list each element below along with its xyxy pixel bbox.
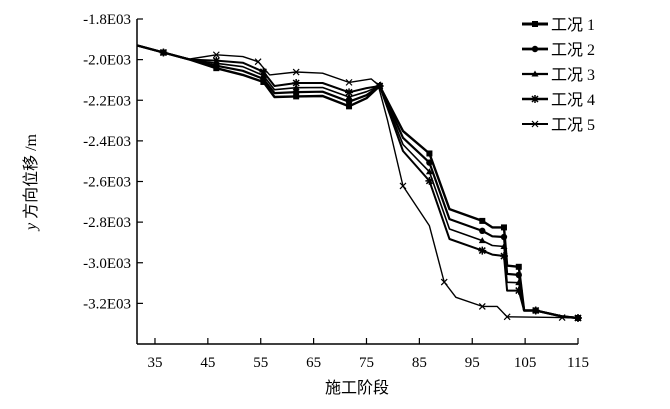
data-point xyxy=(499,252,508,261)
data-point xyxy=(293,93,300,100)
data-point xyxy=(259,67,268,76)
data-point xyxy=(500,233,508,241)
legend-label: 工况 2 xyxy=(551,42,595,59)
data-point xyxy=(292,88,300,96)
series-line xyxy=(136,44,579,319)
y-tick-label: -3.0E03 xyxy=(83,256,131,272)
legend-marker xyxy=(532,21,538,27)
x-tick-label: 35 xyxy=(147,355,162,371)
axes: 35 45 55 65 75 85 95 105 115 -1.8E03 -2.0E03 -2.2E0… xyxy=(83,12,589,371)
legend-item: 工况 5 xyxy=(522,117,595,134)
data-point xyxy=(515,263,522,270)
data-point xyxy=(425,168,433,175)
legend-marker xyxy=(531,120,539,128)
data-point xyxy=(292,84,300,91)
series-line xyxy=(136,44,579,320)
data-point xyxy=(478,302,486,310)
legend-item: 工况 4 xyxy=(522,92,595,109)
data-point xyxy=(479,217,486,224)
data-point xyxy=(345,93,353,100)
legend-label: 工况 1 xyxy=(551,17,595,34)
legend-marker xyxy=(531,95,539,103)
y-tick-label: -2.6E03 xyxy=(83,175,131,191)
data-point xyxy=(478,246,487,255)
y-tick-label: -3.2E03 xyxy=(83,296,131,312)
data-point xyxy=(292,68,300,76)
legend-label: 工况 3 xyxy=(551,67,595,84)
legend-item: 工况 2 xyxy=(522,42,595,59)
data-point xyxy=(399,182,407,190)
legend-label: 工况 4 xyxy=(551,92,595,109)
series-1 xyxy=(136,44,581,321)
series-4 xyxy=(136,44,582,322)
data-point xyxy=(440,278,448,286)
legend-item: 工况 3 xyxy=(522,67,595,84)
data-point xyxy=(160,49,167,56)
x-tick-label: 75 xyxy=(359,355,374,371)
data-point xyxy=(515,279,523,286)
series-line xyxy=(136,44,579,319)
data-point xyxy=(426,150,433,157)
plot-area xyxy=(136,44,582,322)
data-point xyxy=(514,286,523,295)
x-tick-label: 115 xyxy=(567,355,589,371)
data-point xyxy=(292,78,301,87)
data-point xyxy=(426,159,433,166)
data-point xyxy=(515,271,522,279)
data-point xyxy=(478,237,486,244)
x-tick-label: 65 xyxy=(306,355,321,371)
data-point xyxy=(254,58,262,66)
data-point xyxy=(531,306,540,315)
y-tick-label: -1.8E03 xyxy=(83,12,131,28)
data-point xyxy=(574,314,582,322)
y-axis-label-var: y xyxy=(23,222,40,232)
data-point xyxy=(500,243,508,249)
data-point xyxy=(345,88,354,97)
series-line xyxy=(136,44,579,320)
series-line xyxy=(136,44,579,319)
data-point xyxy=(212,51,220,59)
data-point xyxy=(212,56,221,65)
series-5 xyxy=(136,44,582,322)
data-point xyxy=(374,81,382,89)
data-point xyxy=(346,103,353,110)
y-axis-label: y 方向位移 /m xyxy=(22,133,40,232)
x-tick-label: 45 xyxy=(200,355,215,371)
data-point xyxy=(425,176,434,185)
y-tick-label: -2.4E03 xyxy=(83,134,131,150)
legend-label: 工况 5 xyxy=(551,117,595,134)
y-tick-label: -2.0E03 xyxy=(83,53,131,69)
x-axis-label: 施工阶段 xyxy=(325,379,389,397)
data-point xyxy=(479,227,486,235)
legend-marker xyxy=(531,45,539,53)
series-3 xyxy=(136,44,582,321)
x-tick-label: 85 xyxy=(412,355,427,371)
data-point xyxy=(503,313,511,321)
y-axis-label-text: 方向位移 /m xyxy=(22,133,40,222)
data-point xyxy=(558,314,566,322)
series-2 xyxy=(136,44,582,322)
data-point xyxy=(345,78,353,86)
legend-marker xyxy=(531,70,539,77)
legend: 工况 1 工况 2 工况 3 工况 4 工况 5 xyxy=(522,17,595,134)
data-point xyxy=(345,98,353,105)
y-tick-label: -2.2E03 xyxy=(83,93,131,109)
data-point xyxy=(500,224,507,231)
legend-item: 工况 1 xyxy=(522,17,595,34)
y-tick-label: -2.8E03 xyxy=(83,215,131,231)
x-tick-label: 95 xyxy=(465,355,480,371)
x-tick-label: 105 xyxy=(514,355,537,371)
x-tick-label: 55 xyxy=(253,355,268,371)
